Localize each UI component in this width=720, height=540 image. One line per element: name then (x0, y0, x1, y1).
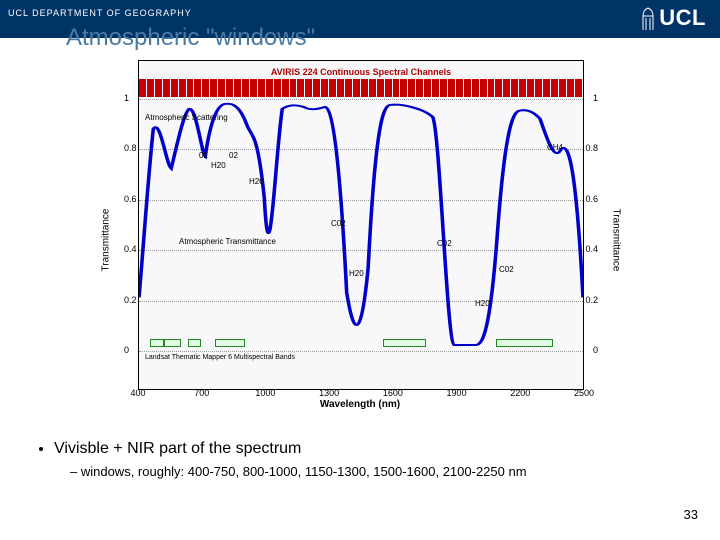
annot-co2-a: C02 (331, 219, 346, 228)
x-tick: 1600 (383, 388, 403, 398)
annot-transmittance: Atmospheric Transmittance (179, 237, 276, 246)
tm-bands-legend: Landsat Thematic Mapper 6 Multispectral … (145, 354, 295, 361)
y-tick: 0 (124, 345, 129, 355)
tm-band (150, 339, 165, 347)
annot-co2-b: C02 (437, 239, 452, 248)
annot-scattering: Atmospheric Scattering (145, 113, 228, 122)
y-tick-right: 0.6 (585, 194, 598, 204)
x-tick: 1900 (447, 388, 467, 398)
y-tick: 0.2 (124, 295, 137, 305)
channels-legend: AVIRIS 224 Continuous Spectral Channels (271, 67, 451, 77)
ucl-dome-icon (641, 6, 655, 30)
y-tick: 0.6 (124, 194, 137, 204)
x-tick: 1000 (255, 388, 275, 398)
page-number: 33 (684, 507, 698, 522)
annot-h2o-a: H20 (211, 161, 226, 170)
bullet-main: Vivisble + NIR part of the spectrum (54, 440, 690, 458)
chart-container: Transmittance Transmittance Wavelength (… (90, 60, 630, 420)
y-tick: 1 (124, 93, 129, 103)
y-axis-label-right: Transmittance (611, 209, 622, 272)
y-axis-label-left: Transmittance (101, 209, 112, 272)
annot-o2-b: 02 (229, 151, 238, 160)
aviris-channels-band (139, 79, 583, 97)
x-tick: 400 (130, 388, 145, 398)
tm-band (383, 339, 425, 347)
x-tick: 1300 (319, 388, 339, 398)
tm-band (215, 339, 245, 347)
annot-h2o-c: H20 (349, 269, 364, 278)
tm-band (496, 339, 553, 347)
transmittance-curve-area (139, 99, 583, 349)
annot-h2o-b: H20 (249, 177, 264, 186)
y-tick-right: 0.2 (585, 295, 598, 305)
x-tick: 2200 (510, 388, 530, 398)
ucl-logo: UCL (641, 5, 706, 31)
y-tick-right: 0.4 (585, 244, 598, 254)
chart-plot-area: AVIRIS 224 Continuous Spectral Channels … (138, 60, 584, 390)
bullet-sub: windows, roughly: 400-750, 800-1000, 115… (30, 464, 690, 479)
y-tick: 0.4 (124, 244, 137, 254)
x-tick: 700 (194, 388, 209, 398)
x-tick: 2500 (574, 388, 594, 398)
ucl-logo-text: UCL (659, 5, 706, 31)
annot-co2-c: C02 (499, 265, 514, 274)
slide-title: Atmospheric "windows" (66, 24, 315, 52)
annot-h2o-d: H20 (475, 299, 490, 308)
tm-band (164, 339, 181, 347)
y-tick-right: 0.8 (585, 143, 598, 153)
y-tick: 0.8 (124, 143, 137, 153)
department-label: UCL DEPARTMENT OF GEOGRAPHY (8, 8, 192, 18)
tm-band (188, 339, 201, 347)
y-tick-right: 1 (593, 93, 598, 103)
x-axis-label: Wavelength (nm) (320, 399, 400, 410)
y-tick-right: 0 (593, 345, 598, 355)
annot-ch4: CH4 (547, 143, 563, 152)
bullet-list: Vivisble + NIR part of the spectrum wind… (30, 440, 690, 479)
annot-o2: 02 (199, 151, 208, 160)
